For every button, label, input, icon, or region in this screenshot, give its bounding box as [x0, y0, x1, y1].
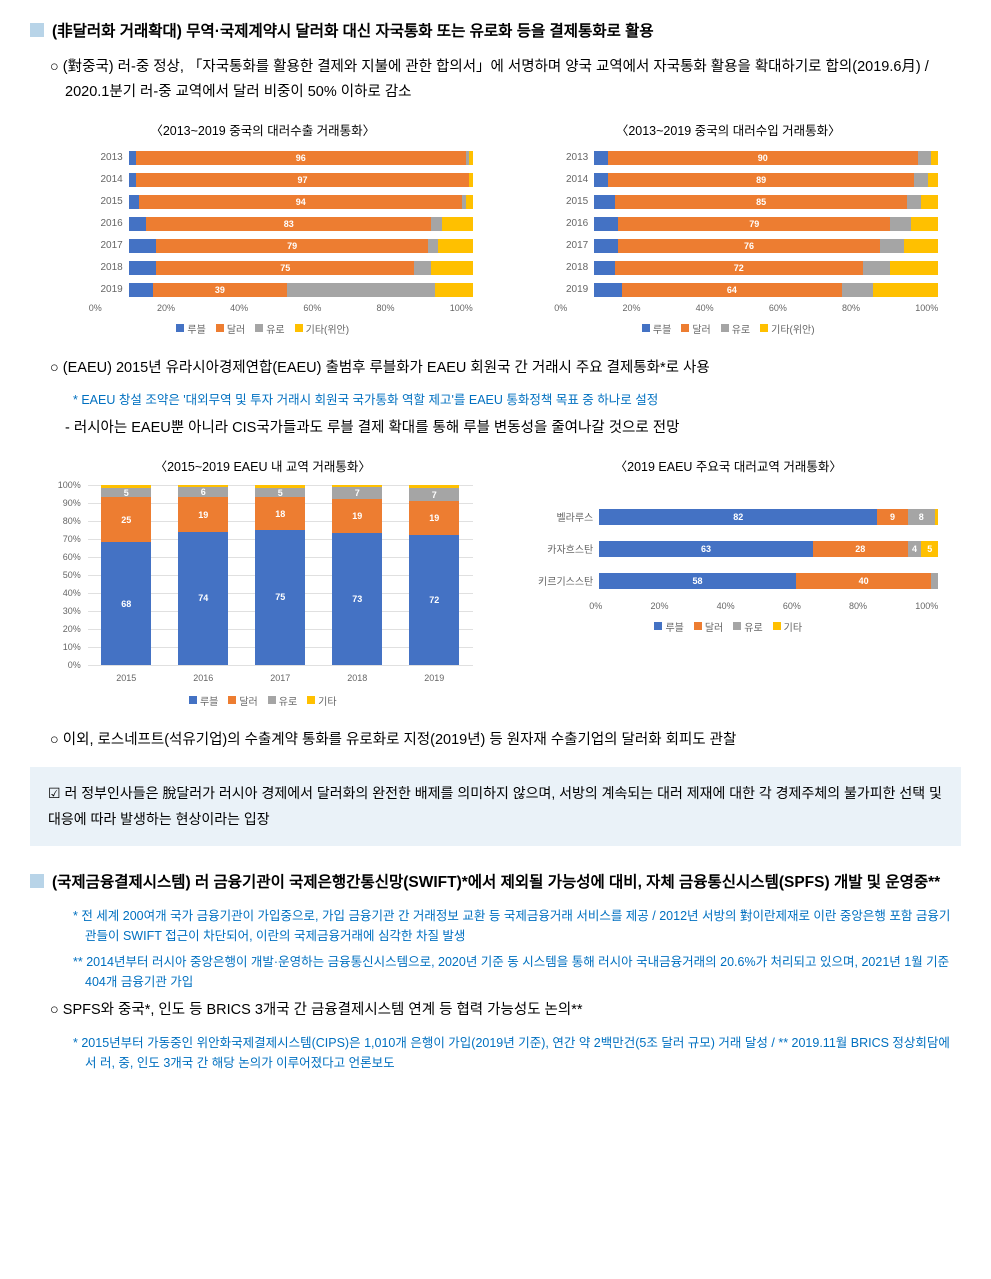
sec1-bullet-1: (對중국) 러-중 정상, 「자국통화를 활용한 결제와 지불에 관한 합의서」…: [45, 55, 961, 104]
callout-text: ☑ 러 정부인사들은 脫달러가 러시아 경제에서 달러화의 완전한 배제를 의미…: [48, 785, 942, 826]
chart-1-legend: 루블달러유로기타(위안): [53, 321, 473, 336]
chart-1-bars: 2013962014972015942016832017792018752019…: [53, 149, 473, 299]
chart-3-bars: 6825520157419620167518520177319720187219…: [88, 485, 473, 665]
chart-3: 〈2015~2019 EAEU 내 교역 거래통화〉 0%10%20%30%40…: [53, 456, 473, 708]
chart-2-xaxis: 0%20%40%60%80%100%: [518, 303, 938, 313]
chart-2-title: 〈2013~2019 중국의 대러수입 거래통화〉: [518, 120, 938, 139]
charts-row-2: 〈2015~2019 EAEU 내 교역 거래통화〉 0%10%20%30%40…: [30, 456, 961, 708]
sec4-bullet-1: SPFS와 중국*, 인도 등 BRICS 3개국 간 금융결제시스템 연계 등…: [45, 998, 961, 1023]
charts-row-1: 〈2013~2019 중국의 대러수출 거래통화〉 20139620149720…: [30, 120, 961, 336]
chart-3-legend: 루블달러유로기타: [53, 693, 473, 708]
chart-1: 〈2013~2019 중국의 대러수출 거래통화〉 20139620149720…: [53, 120, 473, 336]
chart-1-xaxis: 0%20%40%60%80%100%: [53, 303, 473, 313]
chart-3-body: 0%10%20%30%40%50%60%70%80%90%100% 682552…: [53, 485, 473, 685]
sec4-note-2: ** 2014년부터 러시아 중앙은행이 개발·운영하는 금융통신시스템으로, …: [50, 952, 961, 992]
chart-4-bars: 벨라루스8298카자흐스탄632845키르기스스탄5840: [518, 505, 938, 593]
sec4-note-1: * 전 세계 200여개 국가 금융기관이 가입중으로, 가입 금융기관 간 거…: [50, 906, 961, 946]
section-4-header: (국제금융결제시스템) 러 금융기관이 국제은행간통신망(SWIFT)*에서 제…: [30, 871, 961, 894]
section-marker-icon: [30, 874, 44, 888]
section-4-title: (국제금융결제시스템) 러 금융기관이 국제은행간통신망(SWIFT)*에서 제…: [52, 871, 940, 894]
sec4-note-3: * 2015년부터 가동중인 위안화국제결제시스템(CIPS)은 1,010개 …: [50, 1033, 961, 1073]
chart-2: 〈2013~2019 중국의 대러수입 거래통화〉 20139020148920…: [518, 120, 938, 336]
sec2-bullet-1: (EAEU) 2015년 유라시아경제연합(EAEU) 출범후 루블화가 EAE…: [45, 356, 961, 381]
chart-4-legend: 루블달러유로기타: [518, 619, 938, 634]
chart-2-bars: 2013902014892015852016792017762018722019…: [518, 149, 938, 299]
chart-1-title: 〈2013~2019 중국의 대러수출 거래통화〉: [53, 120, 473, 139]
chart-2-legend: 루블달러유로기타(위안): [518, 321, 938, 336]
callout-box: ☑ 러 정부인사들은 脫달러가 러시아 경제에서 달러화의 완전한 배제를 의미…: [30, 767, 961, 845]
section-marker-icon: [30, 23, 44, 37]
sec2-dash-1: 러시아는 EAEU뿐 아니라 CIS국가들과도 루블 결제 확대를 통해 루블 …: [42, 416, 961, 441]
section-1-title: (非달러화 거래확대) 무역·국제계약시 달러화 대신 자국통화 또는 유로화 …: [52, 20, 654, 43]
chart-3-yaxis: 0%10%20%30%40%50%60%70%80%90%100%: [53, 485, 83, 665]
chart-4: 〈2019 EAEU 주요국 대러교역 거래통화〉 벨라루스8298카자흐스탄6…: [518, 456, 938, 708]
chart-4-title: 〈2019 EAEU 주요국 대러교역 거래통화〉: [518, 456, 938, 475]
sec3-bullet-1: 이외, 로스네프트(석유기업)의 수출계약 통화를 유로화로 지정(2019년)…: [45, 728, 961, 753]
sec2-note-1: * EAEU 창설 조약은 '대외무역 및 투자 거래시 회원국 국가통화 역할…: [50, 390, 961, 410]
section-1-header: (非달러화 거래확대) 무역·국제계약시 달러화 대신 자국통화 또는 유로화 …: [30, 20, 961, 43]
chart-4-xaxis: 0%20%40%60%80%100%: [518, 601, 938, 611]
chart-3-title: 〈2015~2019 EAEU 내 교역 거래통화〉: [53, 456, 473, 475]
